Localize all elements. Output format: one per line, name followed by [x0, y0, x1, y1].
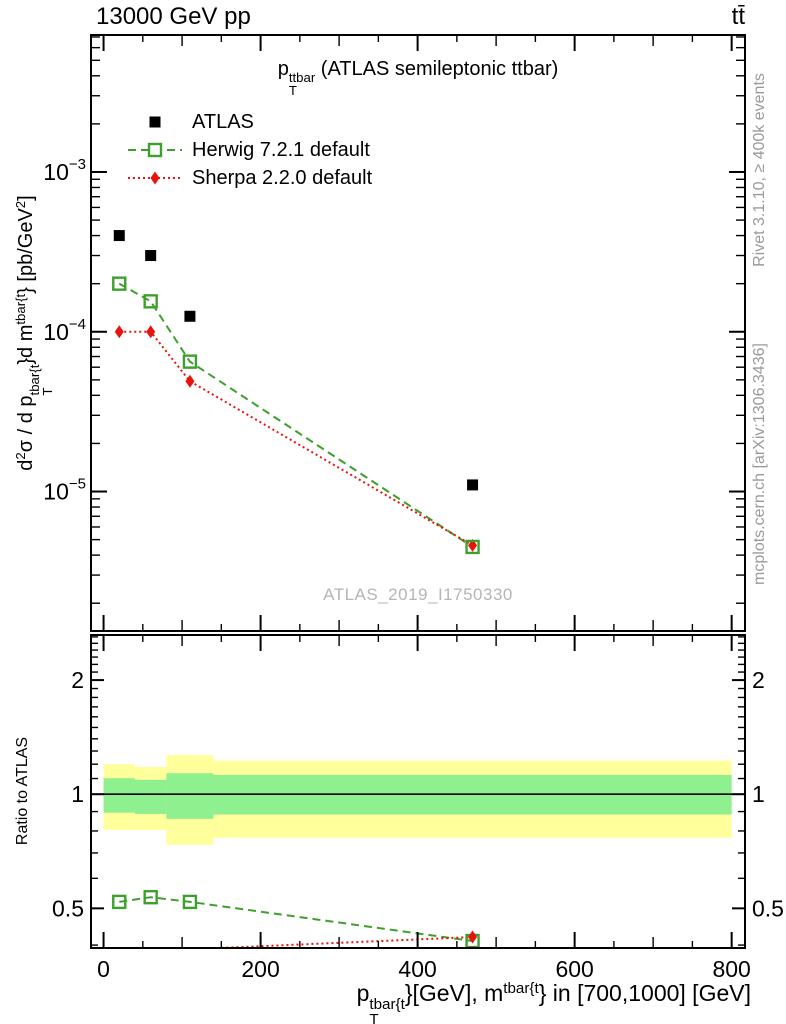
svg-text:1: 1 — [71, 781, 84, 807]
svg-text:0: 0 — [97, 956, 110, 982]
legend: ATLAS Herwig 7.2.1 default Sherpa 2.2.0 … — [127, 108, 372, 192]
atlas-marker-icon — [149, 116, 161, 128]
svg-text:0.5: 0.5 — [52, 895, 84, 921]
main-plot-svg: 10−5 10−4 10−3 — [43, 34, 746, 632]
beam-energy-label: 13000 GeV pp — [96, 3, 251, 30]
ratio-plot-svg: 0 200 400 600 800 0.5 0.5 1 1 2 2 — [52, 634, 784, 982]
svg-text:600: 600 — [555, 956, 593, 982]
legend-label-atlas: ATLAS — [192, 110, 254, 133]
analysis-watermark: ATLAS_2019_I1750330 — [323, 585, 513, 604]
svg-text:400: 400 — [398, 956, 436, 982]
process-label: tt̄ — [731, 3, 745, 30]
legend-item-atlas: ATLAS — [127, 108, 372, 136]
mcplots-arxiv-note: mcplots.cern.ch [arXiv:1306.3436] — [751, 343, 768, 585]
svg-text:10−5: 10−5 — [43, 476, 86, 505]
svg-text:10−3: 10−3 — [43, 156, 86, 185]
herwig-marker-icon — [128, 142, 182, 158]
svg-text:200: 200 — [241, 956, 279, 982]
svg-text:2: 2 — [71, 667, 84, 693]
ratio-y-axis-title: Ratio to ATLAS — [14, 736, 31, 846]
svg-text:800: 800 — [712, 956, 750, 982]
svg-text:2: 2 — [752, 667, 765, 693]
svg-text:0.5: 0.5 — [752, 895, 784, 921]
x-axis-title: p tbar{t T}[GeV], mtbar{t} in [700,1000] [… — [356, 979, 751, 1024]
legend-item-herwig: Herwig 7.2.1 default — [127, 136, 372, 164]
rivet-version-note: Rivet 3.1.10, ≥ 400k events — [751, 73, 768, 267]
sherpa-marker-icon — [128, 171, 182, 185]
legend-label-herwig: Herwig 7.2.1 default — [192, 138, 370, 161]
svg-text:10−4: 10−4 — [43, 316, 86, 345]
svg-text:1: 1 — [752, 781, 765, 807]
legend-label-sherpa: Sherpa 2.2.0 default — [192, 166, 373, 189]
plot-title: p ttbar T (ATLAS semileptonic ttbar) — [277, 58, 559, 98]
main-y-axis-title: d2σ / d p tbar{t T}d mtbar{t} [pb/GeV2] — [12, 195, 55, 471]
legend-item-sherpa: Sherpa 2.2.0 default — [127, 164, 372, 192]
